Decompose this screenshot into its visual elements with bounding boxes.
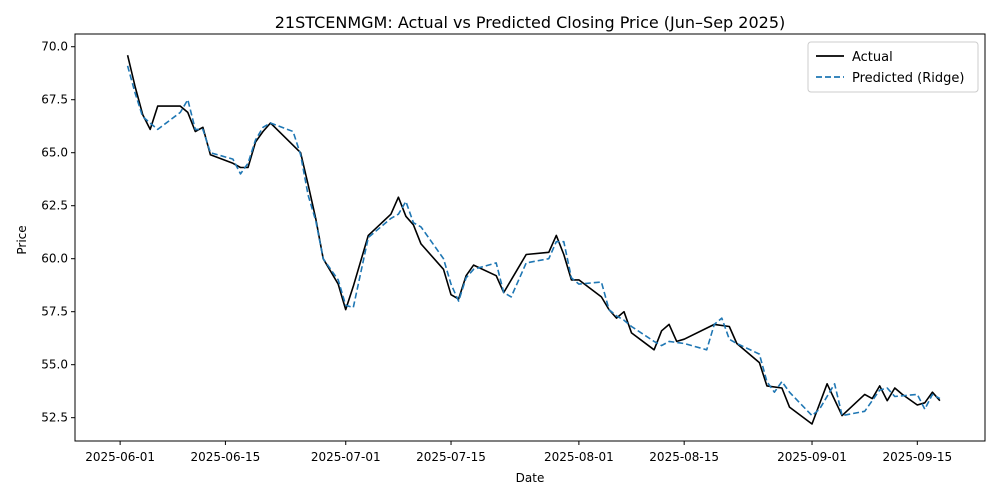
x-tick-label: 2025-09-01 (777, 450, 847, 464)
legend: Actual Predicted (Ridge) (807, 41, 979, 93)
y-axis-label: Price (15, 225, 29, 254)
series-line-predicted (126, 65, 941, 417)
series-line-actual (126, 55, 941, 425)
legend-label-predicted: Predicted (Ridge) (852, 71, 964, 86)
y-tick-label: 55.0 (41, 358, 68, 372)
y-tick-label: 57.5 (41, 305, 68, 319)
x-tick-label: 2025-08-15 (649, 450, 719, 464)
x-tick-label: 2025-06-01 (85, 450, 155, 464)
y-tick-label: 67.5 (41, 93, 68, 107)
y-axis: 52.5 55.0 57.5 60.0 62.5 65.0 67.5 70.0 (41, 40, 75, 425)
plot-frame (74, 33, 986, 442)
x-tick-label: 2025-07-01 (311, 450, 381, 464)
x-axis-label: Date (516, 471, 545, 485)
chart-title: 21STCENMGM: Actual vs Predicted Closing … (275, 13, 786, 32)
plot-lines (126, 55, 941, 425)
y-tick-label: 70.0 (41, 40, 68, 54)
x-tick-label: 2025-06-15 (191, 450, 261, 464)
legend-box (807, 41, 979, 93)
legend-label-actual: Actual (852, 50, 893, 65)
y-tick-label: 60.0 (41, 252, 68, 266)
x-tick-label: 2025-09-15 (882, 450, 952, 464)
y-tick-label: 65.0 (41, 146, 68, 160)
x-tick-label: 2025-08-01 (544, 450, 614, 464)
y-tick-label: 52.5 (41, 411, 68, 425)
x-axis: 2025-06-01 2025-06-15 2025-07-01 2025-07-15… (85, 441, 952, 464)
y-tick-label: 62.5 (41, 199, 68, 213)
x-tick-label: 2025-07-15 (416, 450, 486, 464)
